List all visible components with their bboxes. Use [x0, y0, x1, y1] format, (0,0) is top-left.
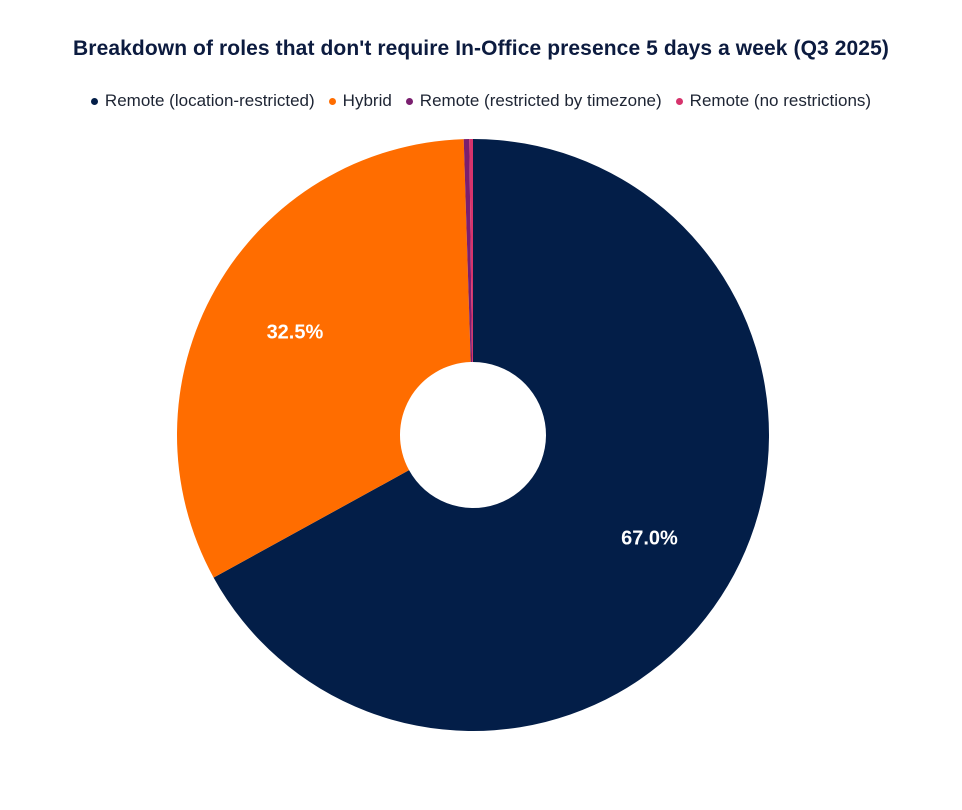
legend-item-remote-location-restricted[interactable]: Remote (location-restricted): [90, 91, 315, 111]
chart-legend: Remote (location-restricted) Hybrid Remo…: [0, 91, 962, 111]
legend-label: Remote (location-restricted): [104, 91, 315, 110]
pie-slice-label: 32.5%: [267, 322, 324, 344]
legend-label: Remote (no restrictions): [689, 91, 872, 110]
pie-slice-remote-no-restrictions[interactable]: [469, 139, 473, 363]
legend-item-remote-no-restrictions[interactable]: Remote (no restrictions): [675, 91, 872, 111]
legend-dot-icon: [405, 97, 413, 105]
legend-item-remote-restricted-timezone[interactable]: Remote (restricted by timezone): [405, 91, 662, 111]
pie-slice-remote-restricted-by-timezone[interactable]: [463, 139, 473, 363]
legend-dot-icon: [675, 97, 683, 105]
legend-dot-icon: [90, 97, 98, 105]
pie-slice-remote-location-restricted[interactable]: [213, 139, 769, 731]
chart-title: Breakdown of roles that don't require In…: [73, 37, 889, 60]
legend-item-hybrid[interactable]: Hybrid: [328, 91, 392, 111]
pie-slice-label: 67.0%: [621, 528, 678, 550]
legend-dot-icon: [328, 97, 336, 105]
legend-label: Hybrid: [342, 91, 392, 110]
pie-slice-hybrid[interactable]: [176, 139, 471, 578]
legend-label: Remote (restricted by timezone): [419, 91, 662, 110]
